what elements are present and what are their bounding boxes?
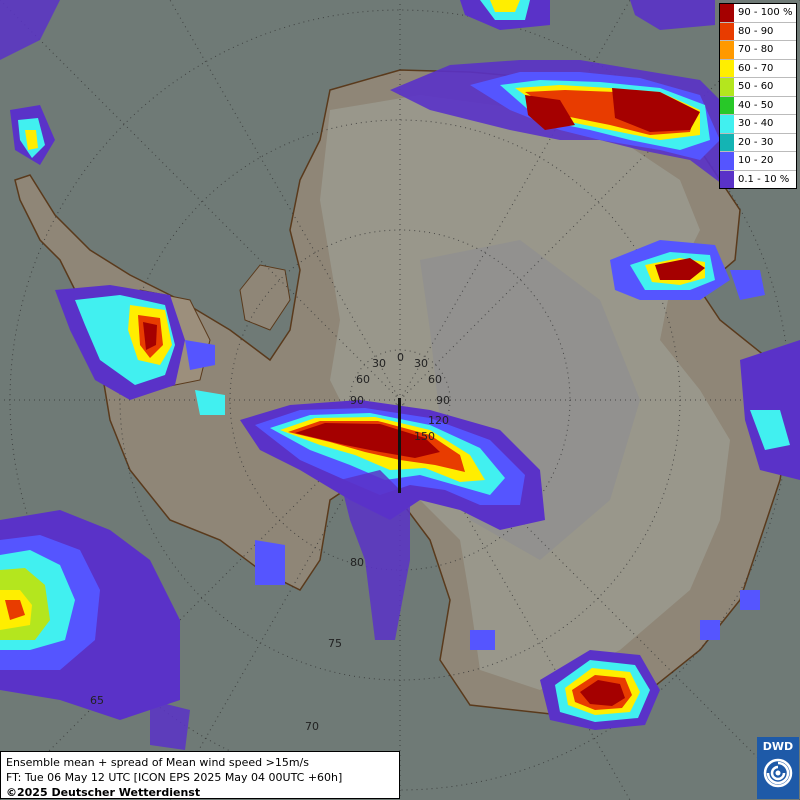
legend-row: 80 - 90 <box>720 22 796 41</box>
legend-swatch <box>720 115 734 133</box>
info-forecast-time: FT: Tue 06 May 12 UTC [ICON EPS 2025 May… <box>6 771 343 784</box>
legend-label: 20 - 30 <box>738 136 774 148</box>
legend-row: 90 - 100 % <box>720 4 796 23</box>
legend-label: 50 - 60 <box>738 81 774 93</box>
legend-label: 70 - 80 <box>738 44 774 56</box>
legend-swatch <box>720 133 734 151</box>
legend-row: 10 - 20 <box>720 152 796 171</box>
legend-swatch <box>720 4 734 22</box>
legend-label: 30 - 40 <box>738 118 774 130</box>
legend-swatch <box>720 22 734 40</box>
lat-label-75: 75 <box>328 637 342 650</box>
legend-label: 40 - 50 <box>738 99 774 111</box>
legend-swatch <box>720 152 734 170</box>
logo-text: DWD <box>762 740 794 753</box>
dwd-logo: DWD <box>757 737 799 799</box>
legend-swatch <box>720 96 734 114</box>
lat-label-70: 70 <box>305 720 319 733</box>
legend-swatch <box>720 59 734 77</box>
legend-swatch <box>720 78 734 96</box>
info-title: Ensemble mean + spread of Mean wind spee… <box>6 756 309 769</box>
legend-row: 20 - 30 <box>720 133 796 152</box>
lon-label-90e: 90 <box>436 394 450 407</box>
legend-label: 60 - 70 <box>738 62 774 74</box>
lon-label-120e: 120 <box>428 414 449 427</box>
legend-swatch <box>720 170 734 188</box>
graticule-labels: 0 30 60 90 30 60 90 120 150 65 70 75 80 <box>90 351 450 733</box>
lon-label-30e: 30 <box>414 357 428 370</box>
legend-row: 70 - 80 <box>720 41 796 60</box>
legend-row: 40 - 50 <box>720 96 796 115</box>
legend-row: 60 - 70 <box>720 59 796 78</box>
pole-label: 0 <box>397 351 404 364</box>
lat-label-65: 65 <box>90 694 104 707</box>
legend-label: 80 - 90 <box>738 25 774 37</box>
legend-swatch <box>720 41 734 59</box>
lon-label-150e: 150 <box>414 430 435 443</box>
legend-label: 0.1 - 10 % <box>738 173 790 185</box>
meridian-marker <box>398 398 401 493</box>
dwd-swirl-icon <box>763 758 793 788</box>
legend-row: 50 - 60 <box>720 78 796 97</box>
lon-label-30w: 30 <box>372 357 386 370</box>
legend-label: 90 - 100 % <box>738 7 793 19</box>
info-copyright: ©2025 Deutscher Wetterdienst <box>6 786 201 799</box>
legend-row: 0.1 - 10 % <box>720 170 796 188</box>
lat-label-80: 80 <box>350 556 364 569</box>
lon-label-60w: 60 <box>356 373 370 386</box>
legend: 90 - 100 % 80 - 90 70 - 80 60 - 70 50 - 60 40… <box>719 3 797 189</box>
probability-fields <box>0 0 800 750</box>
lon-label-60e: 60 <box>428 373 442 386</box>
legend-label: 10 - 20 <box>738 155 774 167</box>
info-box: Ensemble mean + spread of Mean wind spee… <box>0 751 400 799</box>
lon-label-90w: 90 <box>350 394 364 407</box>
legend-row: 30 - 40 <box>720 115 796 134</box>
